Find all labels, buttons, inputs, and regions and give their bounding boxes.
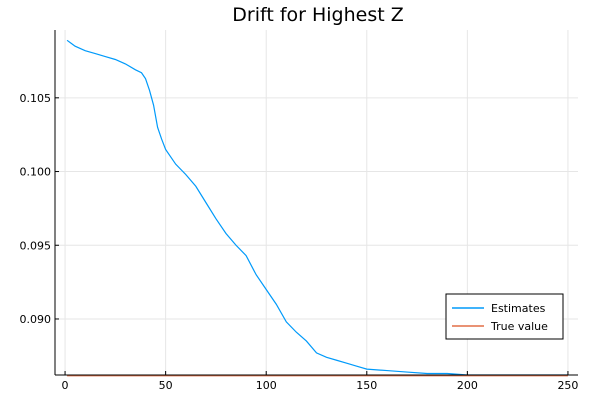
x-tick-label: 100	[256, 379, 277, 392]
y-tick-label: 0.105	[20, 92, 52, 105]
grid-layer	[55, 30, 578, 375]
legend-entry-label: True value	[490, 320, 548, 333]
y-tick-label: 0.095	[20, 239, 52, 252]
y-tick-label: 0.090	[20, 313, 52, 326]
x-tick-label: 200	[457, 379, 478, 392]
legend-entry-label: Estimates	[491, 302, 546, 315]
series-layer	[66, 39, 568, 377]
y-tick-label: 0.100	[20, 166, 52, 179]
axis-layer: 0 50 100 150 200 250 0.090 0.095 0.100 0.105	[20, 30, 578, 392]
x-tick-label: 0	[62, 379, 69, 392]
x-tick-label: 250	[557, 379, 578, 392]
series-line-estimates	[66, 39, 568, 376]
x-tick-label: 150	[356, 379, 377, 392]
x-tick-label: 50	[159, 379, 173, 392]
chart-title: Drift for Highest Z	[232, 4, 404, 26]
legend-box	[445, 293, 564, 340]
legend: Estimates True value	[445, 293, 564, 340]
